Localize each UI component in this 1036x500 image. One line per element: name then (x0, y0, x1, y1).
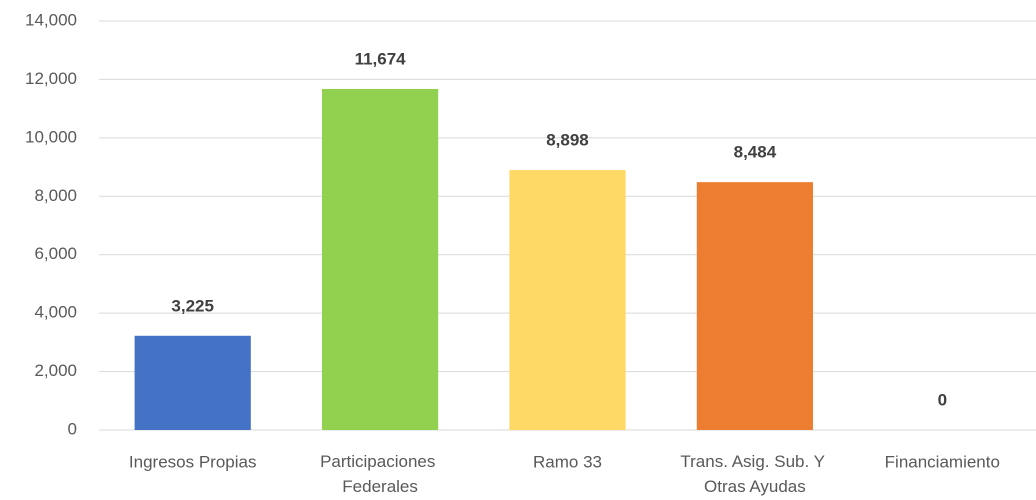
y-tick-label: 2,000 (34, 361, 77, 380)
y-tick-label: 8,000 (34, 186, 77, 205)
value-label: 11,674 (355, 49, 407, 68)
bar (696, 182, 813, 430)
bar (134, 335, 251, 430)
value-label: 8,898 (546, 131, 589, 150)
value-label: 3,225 (171, 296, 214, 315)
y-tick-label: 10,000 (25, 127, 77, 146)
value-label: 8,484 (734, 143, 777, 162)
x-tick-label: Participaciones Federales (320, 452, 440, 496)
y-tick-label: 12,000 (25, 69, 77, 88)
y-tick-label: 4,000 (34, 303, 77, 322)
x-tick-label: Ramo 33 (533, 452, 602, 471)
x-tick-label: Trans. Asig. Sub. Y Otras Ayudas (680, 452, 829, 496)
bar (322, 88, 439, 431)
y-tick-label: 0 (68, 419, 77, 438)
value-label: 0 (938, 390, 947, 409)
x-tick-label: Ingresos Propias (129, 452, 257, 471)
y-tick-label: 14,000 (25, 10, 77, 29)
bar (509, 170, 626, 431)
x-tick-label: Financiamiento (885, 452, 1000, 471)
y-tick-label: 6,000 (34, 244, 77, 263)
